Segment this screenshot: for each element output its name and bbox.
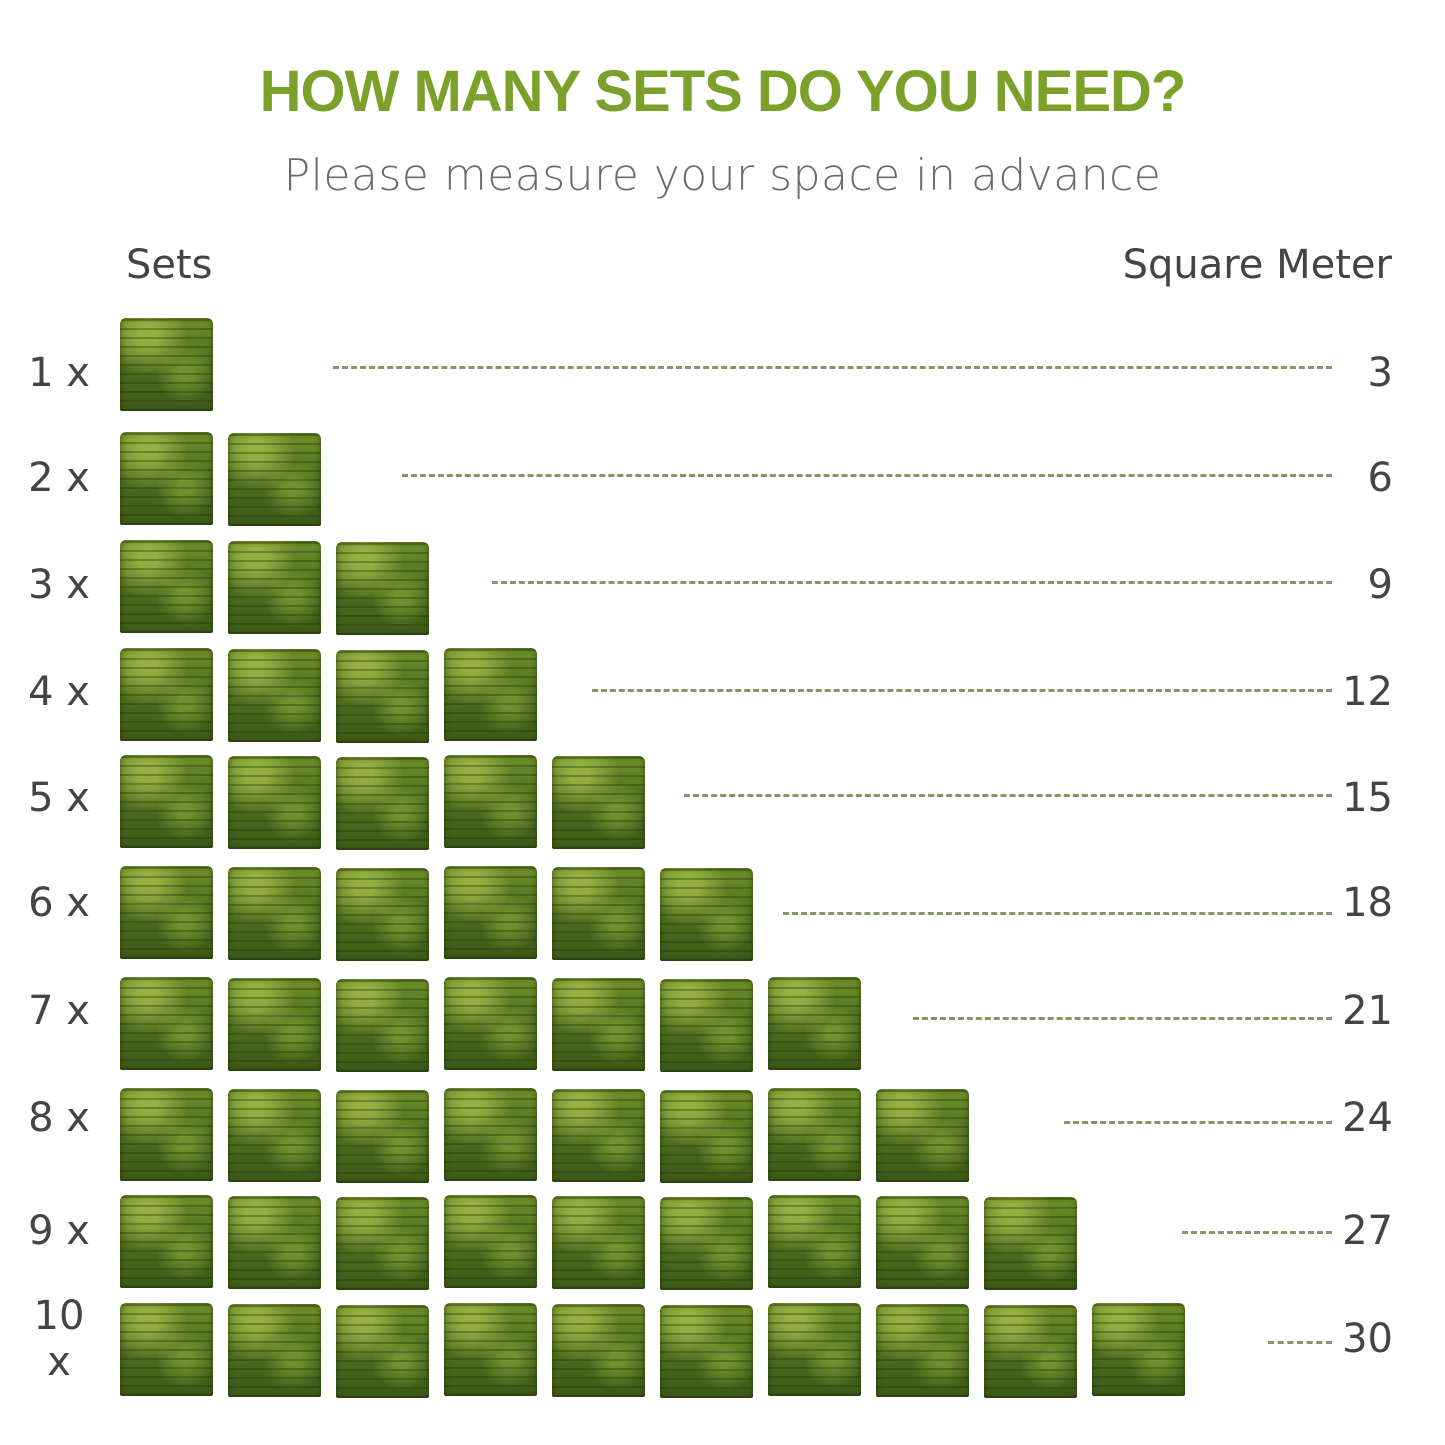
grass-panel-image <box>120 1088 213 1181</box>
row-square-meter-value: 18 <box>1342 880 1393 926</box>
row-square-meter-value: 3 <box>1367 350 1393 396</box>
grass-panel-image <box>228 1196 321 1289</box>
dashed-leader-line <box>492 581 1332 584</box>
grass-panel-image <box>552 1196 645 1289</box>
grass-panel-image <box>336 1197 429 1290</box>
grass-panel-image <box>660 1197 753 1290</box>
row-square-meter-value: 27 <box>1342 1208 1393 1254</box>
dashed-leader-line <box>1182 1231 1332 1234</box>
grass-panel-image <box>552 1089 645 1182</box>
dashed-leader-line <box>1064 1121 1332 1124</box>
dashed-leader-line <box>592 689 1332 692</box>
grass-panel-image <box>876 1304 969 1397</box>
grass-panel-image <box>660 979 753 1072</box>
grass-panel-image <box>120 977 213 1070</box>
grass-panel-image <box>444 1088 537 1181</box>
grass-panel-image <box>444 977 537 1070</box>
grass-panel-image <box>336 979 429 1072</box>
grass-panel-image <box>120 318 213 411</box>
grass-panel-image <box>336 757 429 850</box>
grass-panel-image <box>444 755 537 848</box>
grass-panel-image <box>660 1090 753 1183</box>
grass-panel-image <box>660 868 753 961</box>
grass-panel-image <box>444 648 537 741</box>
grass-panel-image <box>336 650 429 743</box>
grass-panel-image <box>444 1303 537 1396</box>
dashed-leader-line <box>913 1017 1332 1020</box>
grass-panel-image <box>120 540 213 633</box>
row-sets-label: 9 x <box>28 1208 90 1254</box>
grass-panel-image <box>768 1303 861 1396</box>
row-sets-label: 3 x <box>28 562 90 608</box>
row-square-meter-value: 9 <box>1367 562 1393 608</box>
grass-panel-image <box>552 867 645 960</box>
grass-panel-image <box>120 755 213 848</box>
dashed-leader-line <box>783 912 1332 915</box>
row-square-meter-value: 6 <box>1367 455 1393 501</box>
grass-panel-image <box>768 1088 861 1181</box>
dashed-leader-line <box>684 794 1332 797</box>
grass-panel-image <box>336 1090 429 1183</box>
row-square-meter-value: 24 <box>1342 1095 1393 1141</box>
grass-panel-image <box>768 977 861 1070</box>
row-sets-label: 1 x <box>28 350 90 396</box>
grass-panel-image <box>120 648 213 741</box>
square-meter-column-header: Square Meter <box>1122 242 1392 288</box>
dashed-leader-line <box>1268 1341 1332 1344</box>
dashed-leader-line <box>333 366 1332 369</box>
grass-panel-image <box>228 1304 321 1397</box>
grass-panel-image <box>120 432 213 525</box>
row-sets-label: 8 x <box>28 1095 90 1141</box>
row-sets-label: 5 x <box>28 775 90 821</box>
grass-panel-image <box>1092 1303 1185 1396</box>
grass-panel-image <box>876 1196 969 1289</box>
grass-panel-image <box>228 1089 321 1182</box>
grass-panel-image <box>120 1303 213 1396</box>
grass-panel-image <box>228 433 321 526</box>
row-sets-label: 2 x <box>28 455 90 501</box>
grass-panel-image <box>228 541 321 634</box>
row-square-meter-value: 21 <box>1342 988 1393 1034</box>
grass-panel-image <box>552 1304 645 1397</box>
row-sets-label: 10 x <box>33 1293 85 1385</box>
page-title: HOW MANY SETS DO YOU NEED? <box>259 59 1187 124</box>
grass-panel-image <box>444 1195 537 1288</box>
grass-panel-image <box>120 866 213 959</box>
grass-panel-image <box>228 756 321 849</box>
grass-panel-image <box>228 867 321 960</box>
grass-panel-image <box>336 1305 429 1398</box>
grass-panel-image <box>444 866 537 959</box>
row-sets-label: 6 x <box>28 880 90 926</box>
grass-panel-image <box>336 868 429 961</box>
grass-panel-image <box>228 649 321 742</box>
grass-panel-image <box>984 1305 1077 1398</box>
grass-panel-image <box>876 1089 969 1182</box>
grass-panel-image <box>552 756 645 849</box>
row-sets-label: 7 x <box>28 988 90 1034</box>
row-square-meter-value: 12 <box>1342 669 1393 715</box>
page-subtitle: Please measure your space in advance <box>283 150 1162 201</box>
grass-panel-image <box>660 1305 753 1398</box>
row-square-meter-value: 15 <box>1342 775 1393 821</box>
grass-panel-image <box>336 542 429 635</box>
row-sets-label: 4 x <box>28 669 90 715</box>
grass-panel-image <box>120 1195 213 1288</box>
grass-panel-image <box>228 978 321 1071</box>
dashed-leader-line <box>402 474 1332 477</box>
grass-panel-image <box>768 1195 861 1288</box>
grass-panel-image <box>552 978 645 1071</box>
grass-panel-image <box>984 1197 1077 1290</box>
sets-column-header: Sets <box>126 242 213 288</box>
row-square-meter-value: 30 <box>1342 1316 1393 1362</box>
